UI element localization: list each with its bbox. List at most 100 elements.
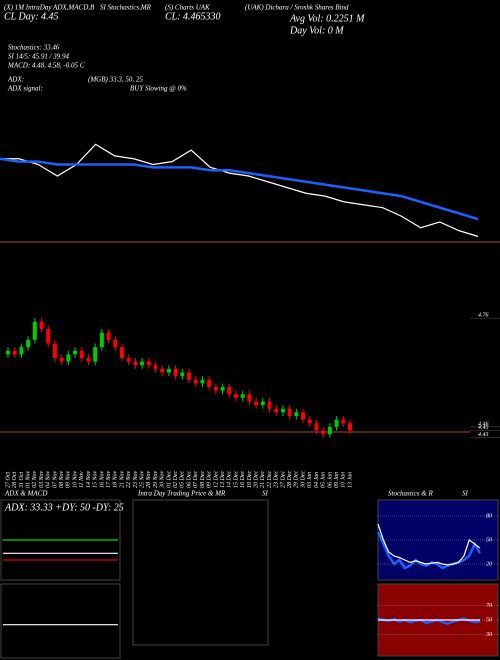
candle-body xyxy=(6,350,10,355)
x-tick-label: 21 Nov xyxy=(119,470,125,488)
header-text: Day Vol: 0 M xyxy=(289,25,344,36)
x-tick-label: 04 Jan xyxy=(313,472,320,488)
candle-body xyxy=(66,354,71,362)
intraday-panel xyxy=(132,499,269,646)
candle-body xyxy=(32,321,37,340)
x-tick-label: 18 Nov xyxy=(113,470,119,488)
y-tick-label: 80 xyxy=(486,513,492,519)
candle-body xyxy=(12,350,17,355)
candle-body xyxy=(86,358,91,362)
x-tick-label: 09 Jan xyxy=(334,472,340,488)
candle-body xyxy=(19,347,24,355)
candle-body xyxy=(126,358,131,362)
info-text: SI 14/5: 45.91 / 39.94 xyxy=(8,53,70,61)
panel-title: SI xyxy=(262,490,269,498)
y-tick-label: 30 xyxy=(485,632,492,638)
candle-body xyxy=(113,339,118,348)
x-tick-label: 01 Dec xyxy=(166,471,172,488)
x-tick-label: 22 Nov xyxy=(126,470,132,488)
x-tick-label: 29 Dec xyxy=(294,471,300,488)
candle-body xyxy=(200,379,205,384)
x-tick-label: 19 Dec xyxy=(247,471,253,488)
candle-body xyxy=(193,379,198,384)
x-tick-label: 10 Nov xyxy=(72,470,78,488)
x-tick-label: 29 Nov xyxy=(153,470,159,488)
candle-body xyxy=(240,394,245,398)
candle-body xyxy=(301,412,306,420)
header-text: CL: 4.465330 xyxy=(165,11,221,22)
candle-body xyxy=(307,419,312,424)
header-text: (X) 1M IntraDay ADX,MACD,B xyxy=(4,4,95,12)
x-tick-label: 27 Oct xyxy=(5,472,11,488)
candle-body xyxy=(314,423,319,431)
candle-body xyxy=(294,412,299,416)
x-tick-label: 06 Dec xyxy=(186,471,192,488)
y-tick-label: 4.46 xyxy=(478,420,489,427)
x-tick-label: 07 Dec xyxy=(193,471,199,488)
x-tick-label: 04 Nov xyxy=(45,470,52,488)
panel-title: ADX & MACD xyxy=(4,490,47,498)
x-tick-label: 10 Jan xyxy=(341,472,347,488)
candle-body xyxy=(220,387,225,391)
x-tick-label: 05 Dec xyxy=(180,471,186,488)
x-tick-label: 03 Jan xyxy=(307,472,313,488)
candle-body xyxy=(39,321,44,329)
x-tick-label: 08 Nov xyxy=(59,470,65,488)
macd-panel xyxy=(0,583,121,659)
candle-body xyxy=(46,329,51,344)
x-tick-label: 21 Dec xyxy=(260,471,266,488)
candle-body xyxy=(153,365,158,369)
candle-body xyxy=(321,430,326,435)
x-tick-label: 30 Dec xyxy=(300,471,306,489)
candle-body xyxy=(52,343,57,358)
x-tick-label: 20 Dec xyxy=(253,471,259,488)
x-tick-label: 25 Nov xyxy=(139,470,145,488)
x-tick-label: 27 Dec xyxy=(280,471,286,488)
y-tick-label: 70 xyxy=(486,603,492,609)
x-tick-label: 08 Dec xyxy=(200,471,206,488)
x-tick-label: 15 Nov xyxy=(93,470,99,488)
x-tick-label: 13 Jan xyxy=(347,472,353,488)
candle-body xyxy=(213,387,218,391)
candle-body xyxy=(327,426,332,435)
series-line xyxy=(0,157,479,221)
candle-body xyxy=(180,372,185,377)
x-tick-label: 17 Nov xyxy=(106,470,112,488)
y-tick-label: 4.45 xyxy=(478,424,489,431)
panel-title: SI xyxy=(462,490,469,498)
y-tick-label: 4.76 xyxy=(478,312,489,319)
x-tick-label: 07 Nov xyxy=(52,470,58,488)
series-line xyxy=(377,523,481,566)
candle-body xyxy=(73,350,78,355)
y-tick-label: 50 xyxy=(486,617,492,623)
x-tick-label: 01 Nov xyxy=(25,470,31,488)
x-tick-label: 03 Nov xyxy=(39,470,45,488)
candle-body xyxy=(348,423,352,431)
series-line xyxy=(0,143,479,237)
candle-body xyxy=(120,347,124,358)
x-tick-label: 23 Dec xyxy=(274,471,280,488)
x-tick-label: 02 Nov xyxy=(32,470,38,488)
candle-body xyxy=(99,332,104,348)
x-tick-label: 31 Oct xyxy=(19,472,25,489)
info-text: ADX signal: xyxy=(7,85,43,93)
header-text: CL Day: 4.45 xyxy=(4,11,59,22)
x-tick-label: 23 Nov xyxy=(133,470,139,488)
candle-body xyxy=(133,361,138,366)
x-tick-label: 15 Dec xyxy=(233,471,239,488)
candle-body xyxy=(207,379,212,387)
x-tick-label: 30 Nov xyxy=(160,470,166,489)
candle-body xyxy=(140,361,145,366)
candle-body xyxy=(59,358,64,362)
candle-body xyxy=(146,361,151,366)
candle-body xyxy=(280,408,285,413)
candle-body xyxy=(160,368,165,373)
y-tick-label: 20 xyxy=(486,561,492,567)
x-tick-label: 13 Dec xyxy=(220,471,226,488)
candle-body xyxy=(93,347,98,362)
info-text: ADX: xyxy=(7,76,24,84)
candle-body xyxy=(166,368,171,373)
candle-body xyxy=(267,401,272,409)
header-text: SI Stochastics,MR xyxy=(100,4,152,12)
y-tick-label: 4.43 xyxy=(478,431,489,438)
